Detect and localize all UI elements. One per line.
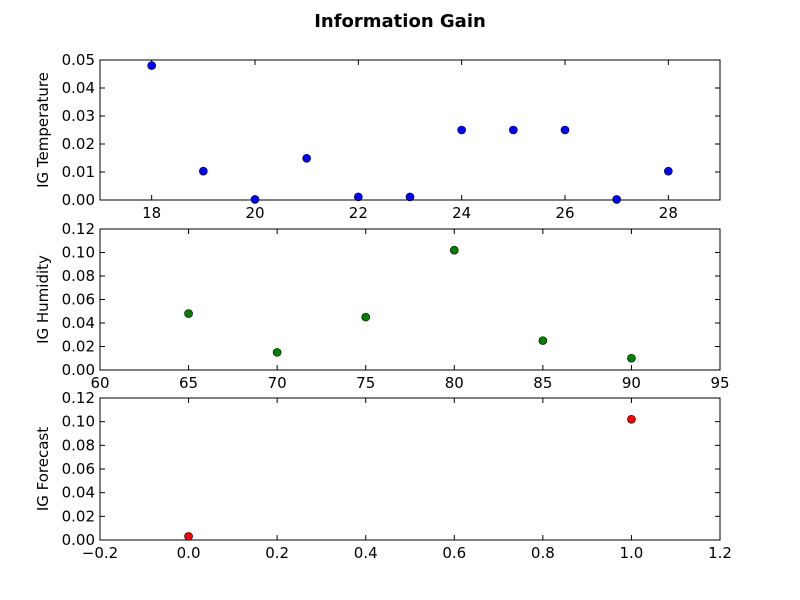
x-tick-label: 0.6: [442, 544, 466, 562]
x-tick-label: 1.0: [619, 544, 643, 562]
subplot-3: 0.00 0.02 0.04 0.06 0.08 0.10 0.12 −0.2 0.0 0.2 0.…: [34, 389, 732, 562]
x-tick-label: 90: [622, 374, 641, 392]
y-tick-label: 0.08: [62, 267, 95, 285]
data-point: [354, 192, 363, 202]
y-tick-label: 0.06: [62, 291, 95, 309]
x-tick-label: 0.4: [354, 544, 378, 562]
data-point: [184, 309, 193, 318]
x-tick-label: 80: [445, 374, 464, 392]
x-tick-label: 18: [142, 204, 161, 222]
y-tick-label: 0.03: [62, 107, 95, 125]
y-tick-label: 0.02: [62, 135, 95, 153]
x-tick-label: 0.0: [177, 544, 201, 562]
x-tick-label: 22: [349, 204, 368, 222]
data-point: [405, 192, 415, 202]
data-point: [449, 245, 459, 255]
data-point: [302, 153, 311, 163]
x-tick-label: 1.2: [708, 544, 732, 562]
x-tick-label: 60: [90, 374, 109, 392]
y-tick-label: 0.00: [62, 191, 95, 209]
subplot-2: 0.00 0.02 0.04 0.06 0.08 0.10 0.12 60 65 70 75 80 85…: [34, 220, 730, 392]
data-point: [250, 195, 260, 204]
x-tick-label: 26: [555, 204, 574, 222]
y-tick-label: 0.10: [62, 244, 95, 262]
y-tick-label: 0.04: [62, 79, 95, 97]
y-tick-label: 0.12: [62, 220, 95, 238]
data-point: [664, 166, 673, 176]
y-tick-label: 0.05: [62, 51, 95, 69]
chart-title: Information Gain: [314, 11, 486, 32]
x-tick-label: 28: [659, 204, 678, 222]
data-point: [361, 312, 371, 322]
data-point: [147, 61, 156, 70]
x-tick-label: 70: [268, 374, 287, 392]
x-tick-label: 95: [710, 374, 729, 392]
data-point: [612, 195, 621, 204]
data-point: [538, 336, 548, 345]
y-axis-label: IG Temperature: [34, 72, 52, 188]
data-point: [560, 125, 570, 135]
x-tick-label: −0.2: [82, 544, 118, 562]
x-tick-label: 20: [245, 204, 264, 222]
y-tick-label: 0.06: [62, 460, 95, 478]
data-point: [627, 414, 636, 424]
y-tick-label: 0.04: [62, 314, 95, 332]
axes-frame: [99, 59, 721, 201]
subplots: 0.00 0.01 0.02 0.03 0.04 0.05 18 20 22 24 26 28 IG T…: [34, 51, 732, 562]
data-point: [457, 125, 466, 135]
data-point: [184, 532, 193, 541]
y-tick-label: 0.08: [62, 436, 95, 454]
data-point: [199, 166, 208, 176]
axes-frame: [99, 397, 721, 541]
y-tick-label: 0.00: [62, 361, 95, 379]
data-point: [627, 353, 636, 363]
data-point: [509, 125, 518, 135]
subplot-1: 0.00 0.01 0.02 0.03 0.04 0.05 18 20 22 24 26 28 IG T…: [34, 51, 721, 222]
y-axis-label: IG Forecast: [34, 427, 52, 511]
axes-frame: [99, 228, 721, 371]
x-tick-label: 24: [452, 204, 471, 222]
x-tick-label: 0.2: [265, 544, 289, 562]
y-tick-label: 0.02: [62, 338, 95, 356]
y-tick-label: 0.04: [62, 484, 95, 502]
y-tick-label: 0.02: [62, 507, 95, 525]
y-tick-label: 0.12: [62, 389, 95, 407]
x-tick-label: 0.8: [531, 544, 555, 562]
data-point: [272, 348, 282, 357]
y-tick-label: 0.00: [62, 531, 95, 549]
y-tick-label: 0.01: [62, 163, 95, 181]
x-tick-label: 75: [356, 374, 375, 392]
x-tick-label: 85: [533, 374, 552, 392]
x-tick-label: 65: [179, 374, 198, 392]
y-axis-label: IG Humidity: [34, 255, 52, 344]
y-tick-label: 0.10: [62, 413, 95, 431]
